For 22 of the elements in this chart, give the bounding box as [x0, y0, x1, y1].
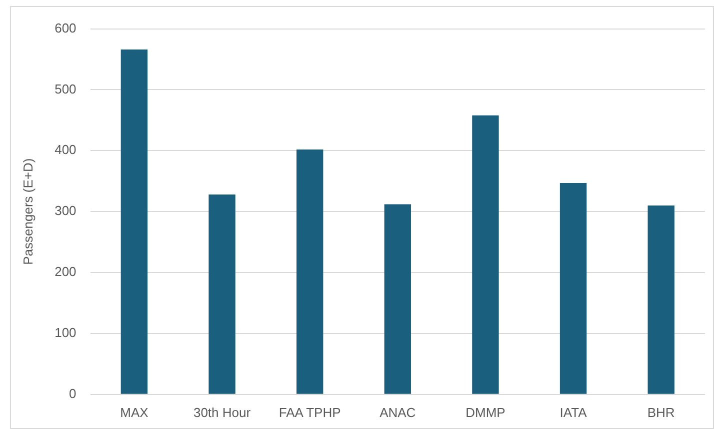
- bar: [648, 206, 674, 394]
- y-axis-title: Passengers (E+D): [20, 158, 36, 265]
- y-tick-label: 500: [54, 81, 76, 96]
- x-tick-label: DMMP: [466, 404, 506, 420]
- y-tick-label: 600: [54, 20, 76, 36]
- bar: [472, 115, 499, 394]
- x-tick-label: FAA TPHP: [278, 404, 341, 420]
- x-tick-label: ANAC: [380, 404, 416, 420]
- y-tick-label: 200: [54, 264, 76, 280]
- bar: [384, 204, 411, 394]
- x-tick-label: IATA: [560, 404, 588, 420]
- y-tick-label: 400: [54, 142, 76, 158]
- y-tick-label: 0: [69, 386, 76, 401]
- y-tick-label: 100: [54, 325, 76, 340]
- x-tick-label: MAX: [120, 404, 149, 420]
- bar: [120, 50, 148, 394]
- x-tick-label: BHR: [647, 404, 675, 420]
- x-tick-label: 30th Hour: [193, 404, 252, 420]
- bar: [296, 149, 324, 394]
- bar: [560, 182, 587, 394]
- y-tick-label: 300: [54, 203, 76, 218]
- bar: [208, 194, 236, 394]
